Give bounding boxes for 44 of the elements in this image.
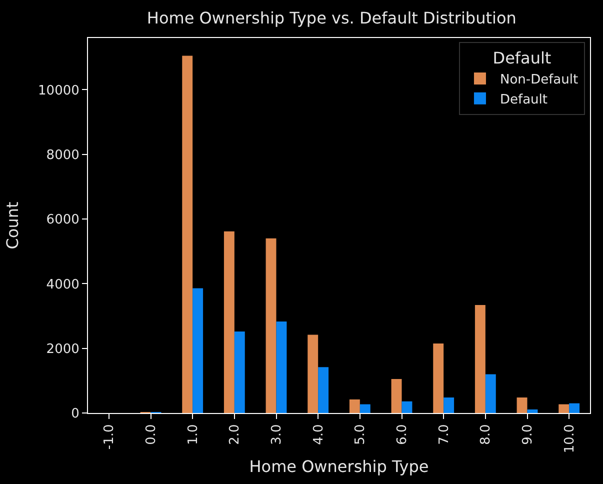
- legend-label: Non-Default: [500, 72, 578, 88]
- bar: [224, 231, 234, 413]
- bar: [516, 397, 528, 413]
- y-tick-label: 0: [71, 406, 80, 422]
- bar: [318, 367, 329, 413]
- bar: [474, 305, 486, 413]
- legend-title: Default: [492, 48, 552, 68]
- y-tick-label: 6000: [46, 212, 80, 228]
- x-tick-label: 9.0: [520, 424, 536, 445]
- x-tick-label: 2.0: [228, 424, 243, 445]
- bar: [360, 404, 370, 413]
- x-tick-label: 4.0: [311, 424, 326, 445]
- bar: [402, 401, 412, 413]
- x-tick-label: 5.0: [353, 424, 368, 445]
- x-tick-label: 3.0: [269, 424, 284, 445]
- y-axis-title: Count: [2, 202, 22, 250]
- x-tick-label: -1.0: [102, 424, 118, 450]
- x-tick-label: 1.0: [186, 424, 201, 445]
- bar: [558, 404, 570, 413]
- bar: [527, 409, 538, 413]
- y-tick-label: 2000: [46, 342, 80, 357]
- bar: [433, 344, 444, 413]
- bar: [391, 379, 402, 413]
- bar: [234, 332, 245, 413]
- y-tick-label: 10000: [38, 83, 80, 98]
- legend-label: Default: [500, 92, 548, 108]
- bar: [182, 56, 193, 413]
- y-tick-label: 8000: [46, 148, 80, 163]
- x-tick-label: 6.0: [394, 424, 410, 445]
- bar: [349, 399, 360, 413]
- x-tick-label: 10.0: [562, 424, 578, 454]
- bar: [308, 334, 318, 413]
- bar: [485, 374, 496, 413]
- bar: [569, 403, 580, 413]
- x-tick-label: 8.0: [478, 424, 494, 445]
- y-tick-label: 4000: [46, 277, 80, 292]
- x-tick-label: 0.0: [144, 424, 159, 445]
- bar: [276, 322, 287, 413]
- chart-title: Home Ownership Type vs. Default Distribution: [146, 8, 516, 28]
- x-tick-label: 7.0: [436, 424, 452, 445]
- x-axis-title: Home Ownership Type: [249, 456, 429, 476]
- bar: [444, 397, 454, 413]
- bar: [192, 288, 204, 413]
- bar: [266, 238, 276, 413]
